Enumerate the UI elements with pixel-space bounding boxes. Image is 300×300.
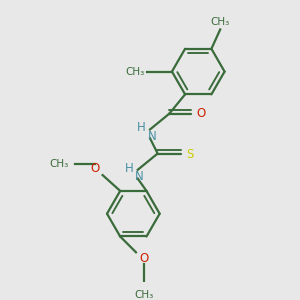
Text: CH₃: CH₃ <box>134 290 154 300</box>
Text: CH₃: CH₃ <box>49 159 68 169</box>
Text: O: O <box>90 163 99 176</box>
Text: H: H <box>137 121 146 134</box>
Text: N: N <box>147 130 156 143</box>
Text: O: O <box>196 107 206 120</box>
Text: O: O <box>139 252 148 265</box>
Text: CH₃: CH₃ <box>211 16 230 27</box>
Text: S: S <box>187 148 194 160</box>
Text: N: N <box>135 170 144 183</box>
Text: H: H <box>124 162 133 175</box>
Text: CH₃: CH₃ <box>125 67 145 76</box>
